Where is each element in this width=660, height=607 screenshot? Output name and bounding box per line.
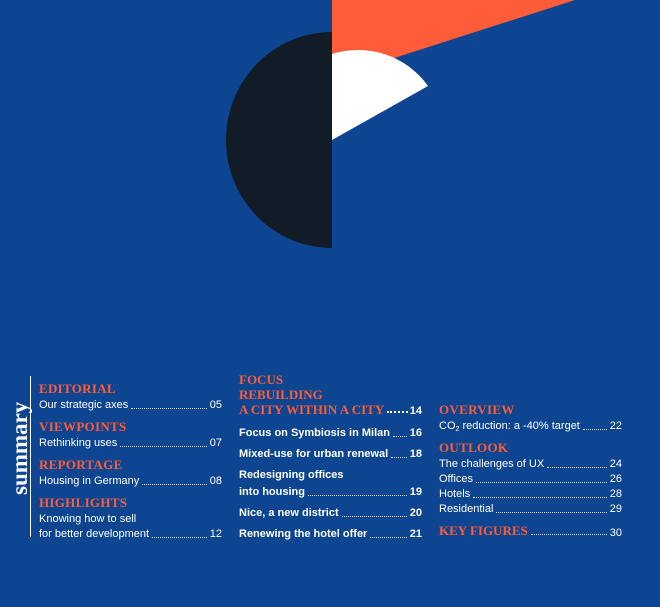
dot-leader — [582, 429, 607, 430]
toc-entry-page: 19 — [409, 486, 422, 498]
toc-entry-page: 29 — [609, 503, 622, 515]
dot-leader — [476, 482, 607, 483]
toc-entry[interactable]: Residential 29 — [439, 502, 622, 517]
toc-entry[interactable]: Offices 26 — [439, 472, 622, 487]
toc-entry-title: The challenges of UX — [439, 458, 545, 470]
toc-entry[interactable]: Knowing how to sell for better developme… — [39, 512, 222, 542]
section-reportage: REPORTAGE — [39, 457, 123, 472]
toc-entry-page: 05 — [209, 399, 222, 411]
toc-entry[interactable]: Renewing the hotel offer 21 — [239, 527, 422, 542]
toc-entry-title: Focus on Symbiosis in Milan — [239, 427, 390, 439]
dot-leader — [473, 497, 607, 498]
toc-entry-title: Offices — [439, 473, 474, 485]
toc-entry-title: Our strategic axes — [39, 399, 129, 411]
toc-entry-page: 08 — [209, 475, 222, 487]
dot-leader — [392, 436, 407, 437]
section-viewpoints: VIEWPOINTS — [39, 419, 127, 434]
toc-entry-title-line1: Redesigning offices — [239, 469, 344, 481]
dot-leader — [142, 484, 207, 485]
toc-entry-page: 18 — [409, 448, 422, 460]
dark-half-circle-shape — [226, 32, 332, 248]
toc-entry[interactable]: A CITY WITHIN A CITY 14 — [239, 402, 422, 417]
toc-entry[interactable]: Focus on Symbiosis in Milan 16 — [239, 426, 422, 441]
dot-leader — [547, 467, 607, 468]
focus-title-line3: A CITY WITHIN A CITY — [239, 402, 385, 417]
dot-leader — [391, 457, 407, 458]
toc-entry-title: Hotels — [439, 488, 471, 500]
toc-entry-page: 12 — [209, 528, 222, 540]
toc-entry[interactable]: Redesigning offices into housing 19 — [239, 468, 422, 500]
toc-entry-page: 07 — [209, 437, 222, 449]
toc-entry-page: 20 — [409, 507, 422, 519]
toc-entry-title-line2: for better development — [39, 528, 150, 540]
toc-entry-page: 28 — [609, 488, 622, 500]
white-quarter-circle-shape — [332, 49, 428, 140]
toc-entry-page: 21 — [409, 528, 422, 540]
focus-title-line2: REBUILDING — [239, 387, 323, 402]
toc-entry[interactable]: Hotels 28 — [439, 487, 622, 502]
toc-entry-title: Rethinking uses — [39, 437, 118, 449]
toc-entry[interactable]: Mixed-use for urban renewal 18 — [239, 447, 422, 462]
dot-leader — [120, 446, 207, 447]
toc-column-1: EDITORIAL Our strategic axes 05 VIEWPOIN… — [39, 382, 222, 542]
toc-entry-title: Renewing the hotel offer — [239, 528, 368, 540]
toc-column-3: OVERVIEW CO2 reduction: a -40% target 22… — [439, 402, 622, 540]
dot-leader — [370, 537, 407, 538]
toc-entry-title-line1: Knowing how to sell — [39, 513, 137, 525]
section-editorial: EDITORIAL — [39, 381, 116, 396]
toc-entry-title-line2: into housing — [239, 486, 305, 498]
dot-leader — [496, 512, 607, 513]
focus-title-line1: FOCUS — [239, 372, 284, 387]
dot-leader — [152, 537, 207, 538]
dot-leader — [307, 495, 407, 496]
toc-entry-page: 24 — [609, 458, 622, 470]
toc-entry-page: 16 — [409, 427, 422, 439]
toc-entry-title: Housing in Germany — [39, 475, 140, 487]
toc-entry-title: Nice, a new district — [239, 507, 339, 519]
toc-entry[interactable]: CO2 reduction: a -40% target 22 — [439, 419, 622, 434]
toc-entry-page: 30 — [609, 527, 622, 539]
section-key-figures: KEY FIGURES — [439, 523, 528, 538]
toc-entry-title: Mixed-use for urban renewal — [239, 448, 389, 460]
toc-column-2: FOCUS REBUILDING A CITY WITHIN A CITY 14… — [239, 372, 422, 542]
toc-entry-title: Residential — [439, 503, 494, 515]
toc-entry-page: 26 — [609, 473, 622, 485]
toc-entry[interactable]: KEY FIGURES 30 — [439, 523, 622, 539]
toc-entry[interactable]: The challenges of UX 24 — [439, 457, 622, 472]
toc-entry[interactable]: Rethinking uses 07 — [39, 436, 222, 451]
toc-entry-page: 22 — [609, 420, 622, 432]
toc-entry[interactable]: Housing in Germany 08 — [39, 474, 222, 489]
dot-leader — [131, 408, 207, 409]
section-outlook: OUTLOOK — [439, 440, 509, 455]
toc-entry-page: 14 — [409, 405, 422, 417]
section-highlights: HIGHLIGHTS — [39, 495, 128, 510]
cover-artwork — [226, 0, 575, 248]
toc-entry[interactable]: Our strategic axes 05 — [39, 398, 222, 413]
section-overview: OVERVIEW — [439, 402, 515, 417]
summary-divider — [30, 376, 31, 537]
toc-entry-title: CO2 reduction: a -40% target — [439, 420, 580, 433]
toc-entry[interactable]: Nice, a new district 20 — [239, 506, 422, 521]
dot-leader — [530, 534, 607, 535]
dot-leader — [387, 411, 408, 413]
dot-leader — [341, 516, 407, 517]
